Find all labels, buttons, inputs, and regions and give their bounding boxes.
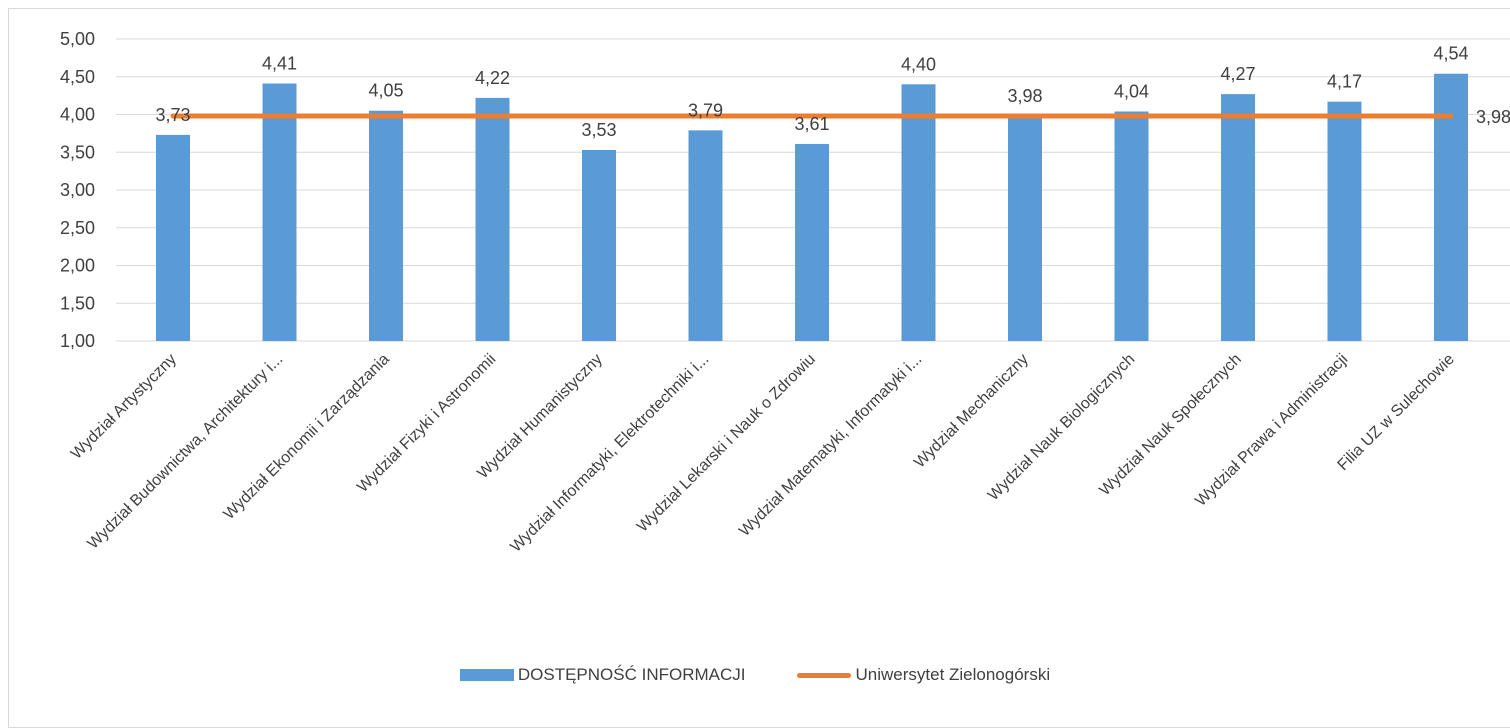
bar-data-label: 3,98 xyxy=(1007,86,1042,106)
bar xyxy=(1008,116,1042,341)
bar-data-label: 4,22 xyxy=(475,68,510,88)
x-axis-label: Wydział Budownictwa, Architektury i... xyxy=(85,351,287,553)
x-axis-label: Wydział Mechaniczny xyxy=(911,351,1032,472)
legend-label-bar-series: DOSTĘPNOŚĆ INFORMACJI xyxy=(517,665,746,684)
y-tick-label: 1,00 xyxy=(60,331,95,351)
average-line-data-label: 3,98 xyxy=(1476,107,1510,127)
bar xyxy=(156,134,190,341)
bar-data-label: 3,53 xyxy=(581,120,616,140)
legend-swatch-bar xyxy=(459,669,514,681)
bar-data-label: 4,17 xyxy=(1327,72,1362,92)
legend-swatch-line xyxy=(797,672,852,678)
bar xyxy=(795,143,829,341)
bar-data-label: 4,40 xyxy=(901,54,936,74)
bar-data-label: 3,79 xyxy=(688,100,723,120)
bar-data-label: 3,61 xyxy=(794,114,829,134)
bar xyxy=(369,110,403,341)
chart: 1,00 1,50 2,00 2,50 3,00 3,50 4,00 4,50 5,00 3,7… xyxy=(60,29,1510,556)
y-tick-label: 5,00 xyxy=(60,29,95,49)
bar xyxy=(475,97,510,341)
y-tick-label: 4,50 xyxy=(60,67,95,87)
legend-item-line-series: Uniwersytet Zielonogórski xyxy=(797,665,1050,685)
bar-data-label: 4,05 xyxy=(368,81,403,101)
x-axis-label: Wydział Matematyki, Informatyki i... xyxy=(736,351,925,540)
bar-data-label: 3,73 xyxy=(155,105,190,125)
bar xyxy=(1114,111,1149,341)
legend: DOSTĘPNOŚĆ INFORMACJI Uniwersytet Zielon… xyxy=(0,660,1510,690)
bar xyxy=(901,84,936,342)
y-tick-label: 3,50 xyxy=(60,142,95,162)
bar xyxy=(1327,101,1362,341)
y-tick-label: 4,00 xyxy=(60,105,95,125)
bars xyxy=(156,73,1468,342)
bar xyxy=(582,149,616,341)
bar xyxy=(1221,94,1255,342)
bar xyxy=(262,83,297,342)
bar-data-label: 4,04 xyxy=(1114,81,1149,101)
bar-data-label: 4,41 xyxy=(262,54,297,74)
y-tick-label: 2,00 xyxy=(60,256,95,276)
legend-item-bar-series: DOSTĘPNOŚĆ INFORMACJI xyxy=(459,665,746,685)
bar-data-label: 4,54 xyxy=(1433,44,1468,64)
y-axis-ticks: 1,00 1,50 2,00 2,50 3,00 3,50 4,00 4,50 5,00 xyxy=(60,29,95,351)
x-axis-label: Wydział Artystyczny xyxy=(68,351,180,463)
bar-data-label: 4,27 xyxy=(1220,64,1255,84)
y-tick-label: 2,50 xyxy=(60,218,95,238)
x-axis-label: Wydział Ekonomii i Zarządzania xyxy=(221,351,393,523)
legend-label-line-series: Uniwersytet Zielonogórski xyxy=(855,665,1051,684)
x-axis-label: Wydział Lekarski i Nauk o Zdrowiu xyxy=(634,351,819,536)
y-tick-label: 1,50 xyxy=(60,293,95,313)
y-tick-label: 3,00 xyxy=(60,180,95,200)
x-axis-label: Wydział Humanistyczny xyxy=(474,351,605,482)
bar xyxy=(688,130,723,341)
x-axis-label: Filia UZ w Sulechowie xyxy=(1335,351,1458,474)
x-axis-label: Wydział Informatyki, Elektrotechniki i..… xyxy=(507,351,712,556)
data-labels: 3,73 4,41 4,05 4,22 3,53 3,79 3,61 4,40 3,98 4,04… xyxy=(155,44,1510,140)
